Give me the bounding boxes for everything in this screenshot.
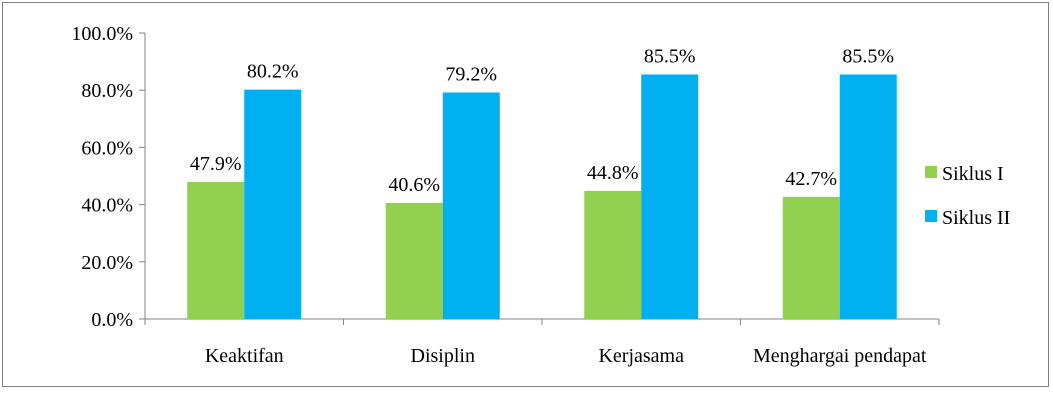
bar xyxy=(839,74,897,319)
bar xyxy=(641,74,699,319)
bars xyxy=(187,74,897,320)
data-label: 44.8% xyxy=(587,162,639,184)
data-label: 47.9% xyxy=(190,153,242,175)
y-tick-label: 80.0% xyxy=(81,80,133,102)
data-label: 40.6% xyxy=(388,174,440,196)
bar xyxy=(584,190,642,319)
bar xyxy=(244,89,302,320)
data-label: 85.5% xyxy=(842,45,894,67)
y-tick-label: 100.0% xyxy=(71,23,133,45)
data-label: 79.2% xyxy=(445,63,497,85)
bar xyxy=(442,92,500,319)
legend-label: Siklus I xyxy=(942,163,1004,185)
chart-frame: 0.0% 20.0% 40.0% 60.0% 80.0% 100.0% Keaktifan… xyxy=(2,2,1049,387)
legend-swatch xyxy=(925,210,937,222)
data-labels: 47.9% 40.6% 44.8% 42.7% 80.2% 79.2% 85.5% 85.5% xyxy=(190,45,894,195)
category-label: Disiplin xyxy=(411,345,475,367)
data-label: 42.7% xyxy=(785,168,837,190)
bar-chart: 0.0% 20.0% 40.0% 60.0% 80.0% 100.0% Keaktifan… xyxy=(71,23,1010,367)
legend-swatch xyxy=(925,166,937,178)
y-axis: 0.0% 20.0% 40.0% 60.0% 80.0% 100.0% xyxy=(71,23,146,331)
category-label: Keaktifan xyxy=(205,345,284,367)
data-label: 80.2% xyxy=(247,61,299,83)
legend: Siklus I Siklus II xyxy=(925,163,1010,229)
bar xyxy=(385,202,443,319)
bar xyxy=(782,196,840,319)
bar xyxy=(187,182,245,319)
category-label: Menghargai pendapat xyxy=(753,345,927,367)
y-tick-label: 20.0% xyxy=(81,252,133,274)
legend-label: Siklus II xyxy=(942,207,1010,229)
data-label: 85.5% xyxy=(644,45,696,67)
y-tick-label: 40.0% xyxy=(81,195,133,217)
y-tick-label: 60.0% xyxy=(81,137,133,159)
y-tick-label: 0.0% xyxy=(91,309,133,331)
category-label: Kerjasama xyxy=(598,345,684,367)
x-axis: Keaktifan Disiplin Kerjasama Menghargai pen… xyxy=(144,318,940,367)
